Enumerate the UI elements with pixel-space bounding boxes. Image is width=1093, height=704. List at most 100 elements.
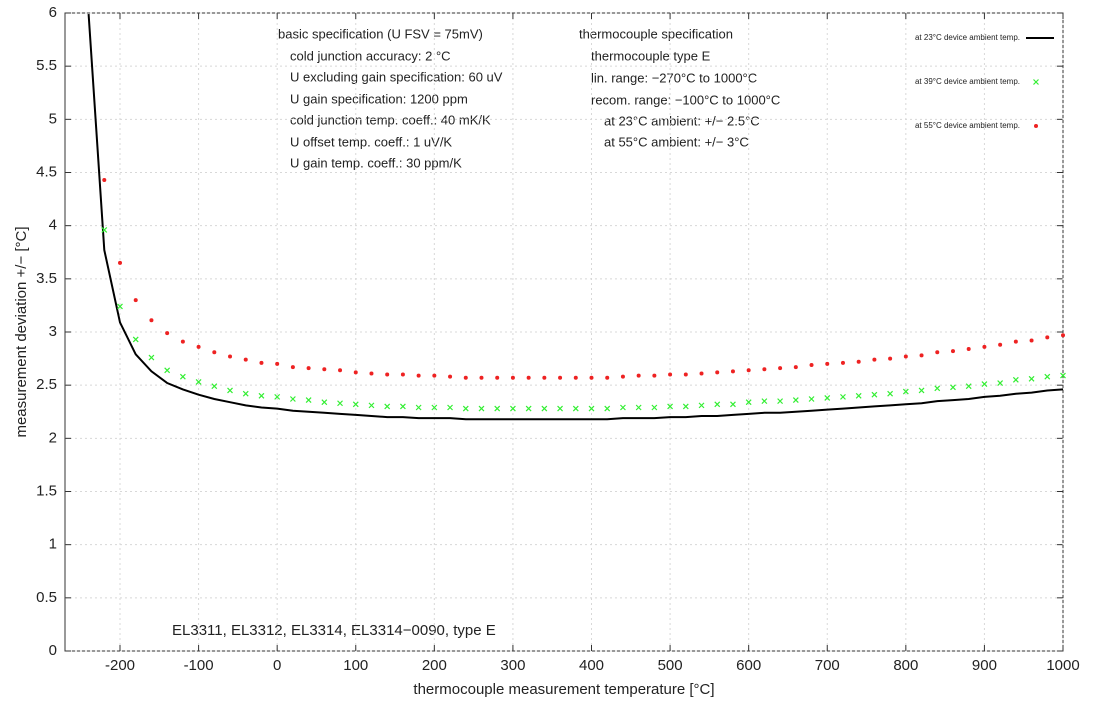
- dot-marker: [259, 360, 264, 365]
- cross-marker: [572, 405, 579, 412]
- dot-marker: [542, 375, 547, 380]
- cross-marker: [274, 393, 281, 400]
- cross-marker: [227, 387, 233, 394]
- spec-line: thermocouple type E: [591, 48, 711, 63]
- dot-marker: [400, 372, 405, 377]
- cross-marker: [525, 405, 532, 412]
- dot-marker: [573, 375, 578, 380]
- cross-marker: [195, 379, 202, 385]
- x-tick-label: 800: [893, 657, 918, 674]
- spec-line: U gain temp. coeff.: 30 ppm/K: [290, 155, 462, 170]
- cross-marker: [824, 395, 831, 401]
- dot-marker: [1013, 339, 1018, 344]
- dot-marker: [322, 367, 327, 372]
- x-tick-label: 1000: [1046, 657, 1079, 674]
- dot-marker: [133, 298, 138, 303]
- cross-marker: [447, 404, 453, 411]
- cross-marker: [164, 367, 171, 374]
- x-tick-label: 400: [579, 657, 604, 674]
- y-tick-label: 6: [49, 4, 57, 21]
- dot-marker: [338, 368, 343, 373]
- y-tick-label: 3: [49, 323, 57, 340]
- dot-marker: [432, 373, 437, 378]
- cross-marker: [777, 398, 784, 405]
- y-tick-label: 4.5: [36, 163, 57, 180]
- cross-marker: [211, 383, 218, 390]
- x-axis-label: thermocouple measurement temperature [°C…: [413, 681, 714, 698]
- dot-marker: [275, 361, 280, 366]
- cross-marker: [1044, 373, 1051, 380]
- dot-marker: [448, 374, 453, 379]
- dot-marker: [196, 344, 201, 349]
- dot-marker: [558, 375, 563, 380]
- dot-marker: [212, 350, 217, 355]
- dot-marker: [102, 177, 107, 182]
- dot-marker: [165, 331, 170, 336]
- cross-marker: [808, 396, 815, 402]
- cross-marker: [242, 390, 249, 397]
- x-tick-label: 700: [815, 657, 840, 674]
- dot-marker: [306, 366, 311, 371]
- dot-marker: [243, 357, 248, 362]
- cross-marker: [1060, 372, 1066, 379]
- dot-marker: [463, 375, 468, 380]
- legend-swatch: [1034, 124, 1038, 128]
- spec-line: thermocouple specification: [579, 26, 733, 41]
- spec-line: recom. range: −100°C to 1000°C: [591, 92, 780, 107]
- dot-marker: [605, 375, 610, 380]
- dot-marker: [668, 372, 673, 377]
- cross-marker: [588, 405, 595, 412]
- cross-marker: [934, 385, 941, 392]
- x-tick-label: 300: [500, 657, 525, 674]
- dot-marker: [1061, 333, 1065, 338]
- cross-marker: [368, 402, 375, 409]
- cross-marker: [462, 405, 469, 412]
- dot-marker: [950, 349, 955, 354]
- cross-marker: [399, 403, 406, 410]
- dot-marker: [730, 369, 735, 374]
- dot-marker: [888, 356, 893, 361]
- dot-marker: [589, 375, 594, 380]
- dot-marker: [966, 347, 971, 352]
- cross-marker: [667, 403, 674, 410]
- spec-line: lin. range: −270°C to 1000°C: [591, 70, 757, 85]
- series-line: [87, 14, 1064, 421]
- cross-marker: [965, 383, 972, 390]
- cross-marker: [337, 400, 343, 407]
- y-tick-label: 1.5: [36, 482, 57, 499]
- cross-marker: [887, 390, 894, 397]
- cross-marker: [179, 373, 186, 380]
- dot-marker: [809, 362, 814, 367]
- cross-marker: [635, 404, 642, 411]
- dot-marker: [998, 342, 1003, 347]
- cross-marker: [494, 405, 501, 412]
- legend-swatch: [1033, 79, 1039, 85]
- y-tick-label: 2.5: [36, 376, 57, 393]
- dot-marker: [762, 367, 767, 372]
- cross-marker: [698, 402, 705, 409]
- dot-marker: [149, 318, 154, 323]
- dot-marker: [118, 260, 123, 265]
- cross-marker: [557, 405, 563, 412]
- dot-marker: [825, 361, 830, 366]
- dot-marker: [793, 365, 798, 370]
- dot-marker: [180, 339, 185, 344]
- cross-marker: [101, 226, 108, 233]
- dot-marker: [683, 372, 688, 377]
- y-tick-label: 0.5: [36, 589, 57, 606]
- dot-marker: [385, 372, 390, 377]
- dot-marker: [620, 374, 625, 379]
- dot-marker: [228, 354, 233, 359]
- dot-marker: [982, 344, 987, 349]
- y-tick-label: 3.5: [36, 270, 57, 287]
- dot-marker: [479, 375, 484, 380]
- cross-marker: [730, 401, 736, 408]
- spec-line: at 23°C ambient: +/− 2.5°C: [604, 113, 760, 128]
- cross-marker: [132, 336, 139, 343]
- x-tick-label: 500: [658, 657, 683, 674]
- cross-marker: [981, 381, 988, 388]
- cross-marker: [840, 393, 846, 400]
- spec-line: U excluding gain specification: 60 uV: [290, 69, 503, 84]
- x-tick-label: 200: [422, 657, 447, 674]
- x-tick-label: 600: [736, 657, 761, 674]
